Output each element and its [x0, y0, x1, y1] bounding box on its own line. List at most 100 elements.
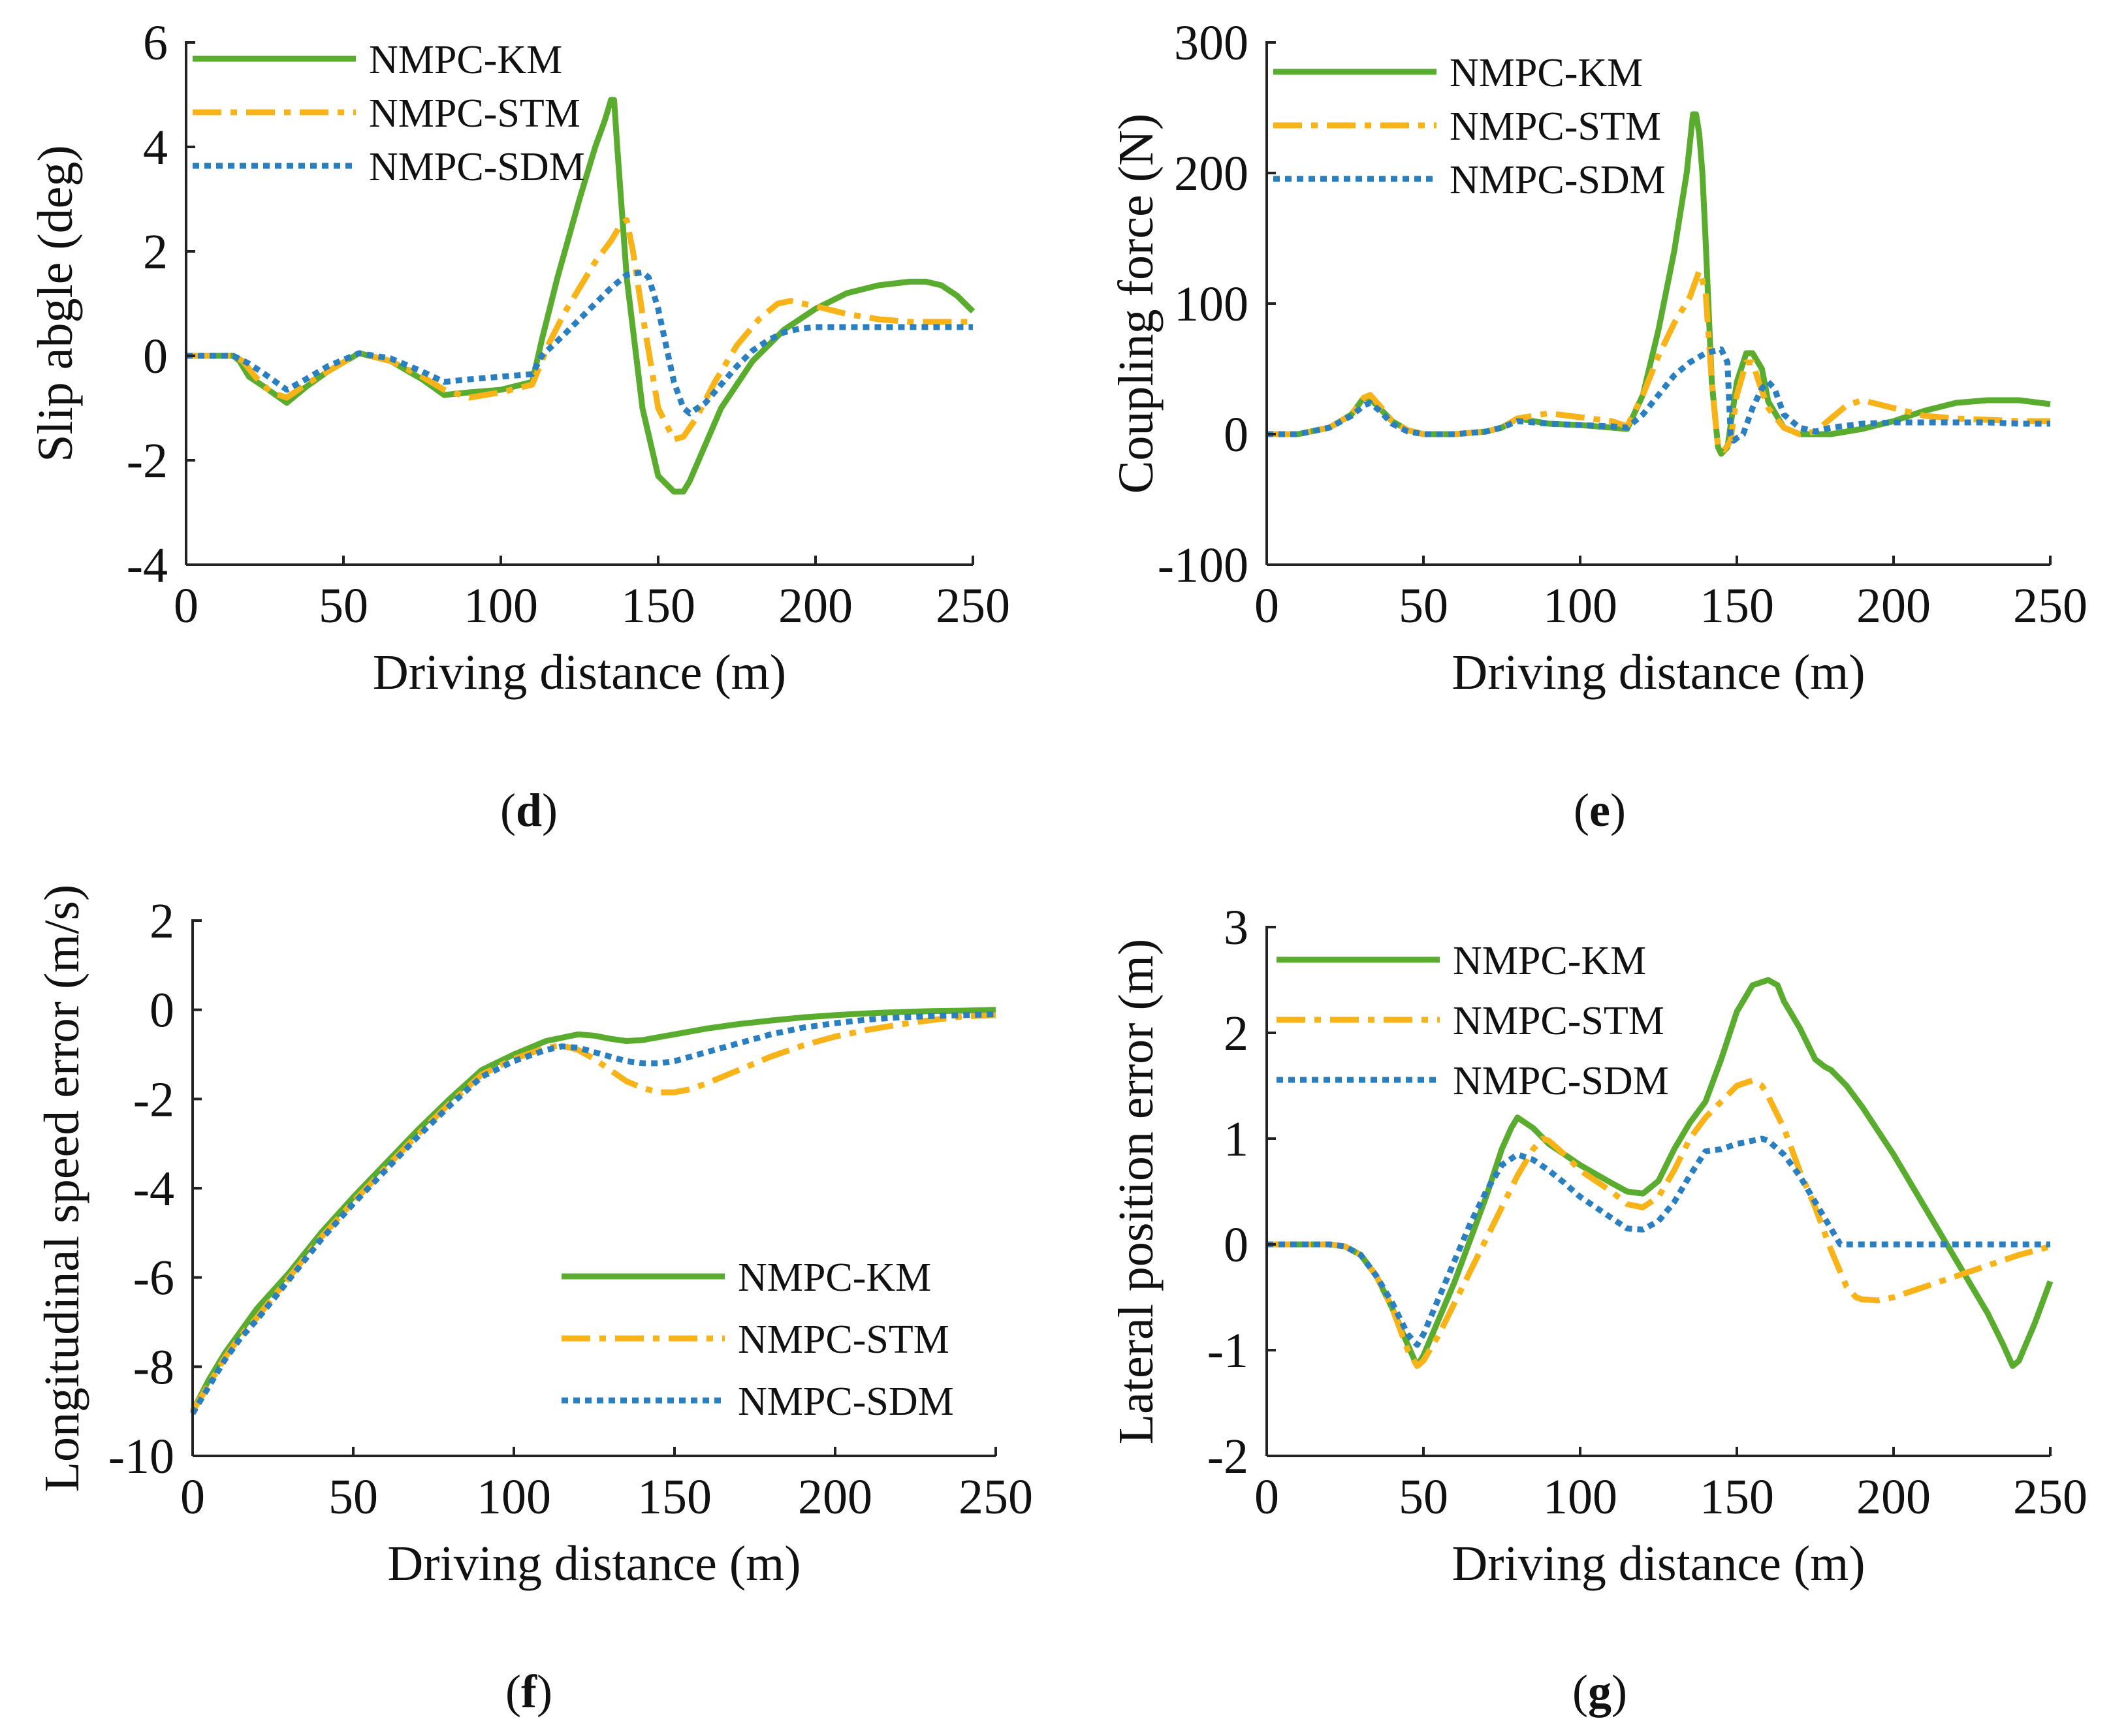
- caption-open: (: [1574, 784, 1589, 836]
- caption-letter: e: [1589, 784, 1610, 836]
- x-tick-label: 150: [1700, 578, 1774, 633]
- legend-label: NMPC-STM: [369, 91, 580, 136]
- legend-label: NMPC-SDM: [738, 1380, 954, 1424]
- y-tick-label: -4: [133, 1161, 174, 1216]
- caption-close: ): [537, 1665, 552, 1718]
- legend-label: NMPC-KM: [738, 1255, 931, 1300]
- legend-label: NMPC-SDM: [369, 145, 585, 189]
- caption-letter: g: [1588, 1665, 1611, 1718]
- x-tick-label: 0: [1254, 1470, 1279, 1524]
- panel-caption: (g): [1572, 1665, 1627, 1718]
- y-tick-label: 6: [143, 16, 168, 71]
- x-tick-label: 200: [1856, 1470, 1931, 1524]
- y-tick-label: 0: [150, 983, 174, 1038]
- legend-label: NMPC-KM: [369, 38, 562, 82]
- y-tick-label: 100: [1174, 277, 1248, 332]
- y-tick-label: 2: [143, 225, 168, 279]
- chart-panel-d: 0 50 100 150 200 250 -4 -2 0 2 4 6 Driving distance …: [28, 16, 1010, 836]
- series-line-nmpc-sdm: [1267, 1135, 2050, 1348]
- y-tick-label: 0: [143, 329, 168, 384]
- x-tick-label: 200: [778, 578, 853, 633]
- y-tick-label: 0: [1224, 407, 1248, 462]
- y-axis-label: Coupling force (N): [1109, 114, 1164, 494]
- y-tick-label: 2: [150, 894, 174, 949]
- x-tick-label: 150: [621, 578, 695, 633]
- caption-letter: f: [521, 1665, 537, 1718]
- x-tick-label: 150: [1700, 1470, 1774, 1524]
- x-tick-label: 50: [328, 1470, 378, 1524]
- y-tick-label: -8: [133, 1340, 174, 1395]
- x-tick-label: 100: [1543, 578, 1617, 633]
- y-axis-label: Slip abgle (deg): [28, 145, 83, 462]
- x-tick-label: 0: [174, 578, 198, 633]
- y-tick-label: -2: [1207, 1429, 1248, 1484]
- x-axis-label: Driving distance (m): [1452, 1536, 1865, 1591]
- x-tick-label: 0: [180, 1470, 205, 1524]
- y-tick-label: -6: [133, 1251, 174, 1306]
- y-axis-label: Longitudinal speed error (m/s): [35, 885, 89, 1492]
- y-tick-label: 200: [1174, 146, 1248, 201]
- y-tick-label: 0: [1224, 1218, 1248, 1272]
- series-line-nmpc-stm: [186, 217, 973, 443]
- y-tick-label: 300: [1174, 16, 1248, 71]
- series-line-nmpc-km: [186, 97, 976, 495]
- x-axis-label: Driving distance (m): [1452, 645, 1865, 700]
- x-tick-label: 50: [1399, 1470, 1448, 1524]
- y-tick-label: -100: [1158, 538, 1248, 593]
- y-tick-label: 3: [1224, 900, 1248, 955]
- panel-caption: (e): [1574, 784, 1626, 836]
- x-axis-label: Driving distance (m): [387, 1536, 801, 1591]
- chart-panel-g: 0 50 100 150 200 250 -2 -1 0 1 2 3 Driving distance …: [1109, 900, 2087, 1718]
- x-tick-label: 100: [477, 1470, 551, 1524]
- series-line-nmpc-sdm: [1267, 346, 2050, 444]
- x-axis-label: Driving distance (m): [373, 645, 786, 700]
- y-tick-label: -4: [127, 538, 168, 593]
- legend: NMPC-KM NMPC-STM NMPC-SDM: [562, 1255, 954, 1424]
- y-tick-label: 1: [1224, 1112, 1248, 1167]
- x-tick-label: 250: [959, 1470, 1033, 1524]
- x-tick-label: 50: [319, 578, 368, 633]
- series-line-nmpc-sdm: [186, 269, 973, 417]
- legend: NMPC-KM NMPC-STM NMPC-SDM: [1277, 939, 1669, 1103]
- panel-caption: (d): [500, 784, 558, 836]
- x-tick-label: 250: [2013, 578, 2087, 633]
- y-tick-label: 4: [143, 120, 168, 175]
- series-line-nmpc-stm: [190, 1012, 996, 1413]
- x-tick-label: 200: [798, 1470, 872, 1524]
- series-line-nmpc-km: [189, 1007, 996, 1413]
- caption-close: ): [542, 784, 558, 836]
- panel-caption: (f): [505, 1665, 552, 1718]
- legend-label: NMPC-STM: [1453, 999, 1664, 1043]
- y-tick-label: 2: [1224, 1006, 1248, 1061]
- legend-label: NMPC-STM: [1450, 104, 1661, 149]
- caption-open: (: [1572, 1665, 1588, 1718]
- x-tick-label: 100: [464, 578, 538, 633]
- series-line-nmpc-sdm: [190, 1011, 996, 1415]
- y-tick-label: -1: [1207, 1323, 1248, 1378]
- series-line-nmpc-stm: [1267, 1077, 2052, 1369]
- series-line-nmpc-stm: [1267, 268, 2050, 453]
- caption-close: ): [1611, 1665, 1627, 1718]
- y-tick-label: -2: [133, 1072, 174, 1127]
- caption-close: ): [1610, 784, 1626, 836]
- legend: NMPC-KM NMPC-STM NMPC-SDM: [193, 38, 585, 189]
- chart-panel-f: 0 50 100 150 200 250 -10 -8 -6 -4 -2 0 2 Driving dist…: [35, 885, 1033, 1718]
- legend-label: NMPC-KM: [1450, 51, 1643, 95]
- legend-label: NMPC-STM: [738, 1318, 949, 1362]
- legend: NMPC-KM NMPC-STM NMPC-SDM: [1273, 51, 1666, 202]
- caption-open: (: [500, 784, 516, 836]
- x-tick-label: 50: [1399, 578, 1448, 633]
- y-tick-label: -10: [108, 1429, 174, 1484]
- x-tick-label: 100: [1543, 1470, 1617, 1524]
- caption-open: (: [505, 1665, 521, 1718]
- legend-label: NMPC-SDM: [1453, 1059, 1669, 1103]
- x-tick-label: 150: [637, 1470, 712, 1524]
- x-tick-label: 0: [1254, 578, 1279, 633]
- legend-label: NMPC-KM: [1453, 939, 1646, 983]
- legend-label: NMPC-SDM: [1450, 158, 1666, 202]
- x-tick-label: 250: [2013, 1470, 2087, 1524]
- caption-letter: d: [516, 784, 542, 836]
- y-axis-label: Lateral position error (m): [1109, 939, 1164, 1444]
